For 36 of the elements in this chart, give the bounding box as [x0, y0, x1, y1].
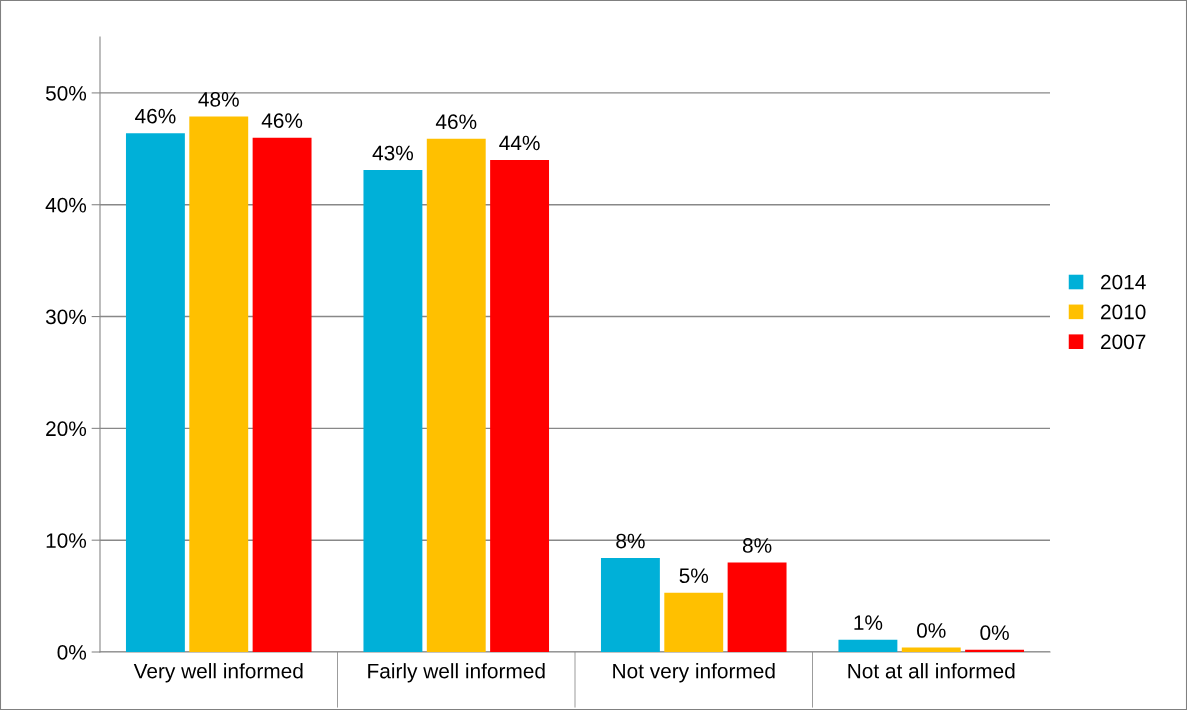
legend-label: 2010 — [1101, 304, 1146, 320]
bar — [426, 138, 486, 652]
data-label: 44% — [499, 135, 540, 151]
bar — [252, 137, 312, 652]
bar — [600, 558, 660, 652]
data-label: 5% — [679, 568, 709, 584]
data-label: 46% — [435, 114, 477, 130]
bar — [901, 647, 961, 652]
y-tick-label: 0% — [57, 645, 87, 660]
legend-label: 2014 — [1101, 274, 1146, 290]
x-tick-label: Not very informed — [613, 663, 775, 683]
data-label: 8% — [616, 533, 645, 549]
data-label: 0% — [917, 623, 946, 638]
data-label: 43% — [372, 145, 414, 161]
x-tick-label: Very well informed — [133, 663, 303, 683]
data-label: 1% — [854, 615, 883, 630]
bar — [189, 116, 249, 652]
y-tick-label: 30% — [45, 309, 87, 325]
x-tick-label: Not at all informed — [848, 663, 1015, 679]
data-label: 48% — [198, 91, 239, 107]
bar — [125, 133, 185, 652]
bar — [490, 160, 550, 652]
bar — [664, 592, 724, 652]
data-label: 46% — [135, 108, 176, 124]
y-tick-label: 20% — [46, 421, 87, 437]
data-label: 8% — [742, 538, 772, 553]
data-label: 46% — [261, 113, 303, 128]
data-label: 0% — [980, 625, 1009, 641]
bar — [727, 562, 787, 652]
x-tick-label: Fairly well informed — [368, 663, 545, 683]
y-tick-label: 10% — [46, 533, 87, 548]
legend-label: 2007 — [1101, 334, 1146, 350]
y-tick-label: 50% — [45, 85, 87, 101]
y-tick-label: 40% — [45, 197, 87, 213]
bar — [363, 170, 423, 652]
bar — [838, 639, 898, 652]
